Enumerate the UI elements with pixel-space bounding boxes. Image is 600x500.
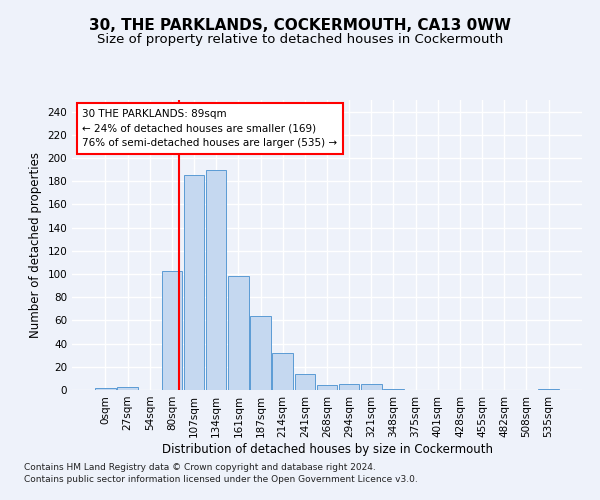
Text: Size of property relative to detached houses in Cockermouth: Size of property relative to detached ho… — [97, 32, 503, 46]
Text: Contains public sector information licensed under the Open Government Licence v3: Contains public sector information licen… — [24, 475, 418, 484]
Bar — [206, 170, 226, 390]
X-axis label: Distribution of detached houses by size in Cockermouth: Distribution of detached houses by size … — [161, 442, 493, 456]
Bar — [538, 389, 559, 390]
Y-axis label: Number of detached properties: Number of detached properties — [29, 152, 42, 338]
Bar — [250, 316, 271, 390]
Bar — [228, 276, 248, 390]
Bar — [184, 176, 204, 390]
Bar — [118, 386, 138, 390]
Text: 30 THE PARKLANDS: 89sqm
← 24% of detached houses are smaller (169)
76% of semi-d: 30 THE PARKLANDS: 89sqm ← 24% of detache… — [82, 108, 337, 148]
Text: Contains HM Land Registry data © Crown copyright and database right 2024.: Contains HM Land Registry data © Crown c… — [24, 464, 376, 472]
Bar — [295, 374, 315, 390]
Bar — [161, 270, 182, 390]
Bar — [272, 353, 293, 390]
Text: 30, THE PARKLANDS, COCKERMOUTH, CA13 0WW: 30, THE PARKLANDS, COCKERMOUTH, CA13 0WW — [89, 18, 511, 32]
Bar — [383, 389, 404, 390]
Bar — [317, 386, 337, 390]
Bar — [339, 384, 359, 390]
Bar — [361, 384, 382, 390]
Bar — [95, 388, 116, 390]
